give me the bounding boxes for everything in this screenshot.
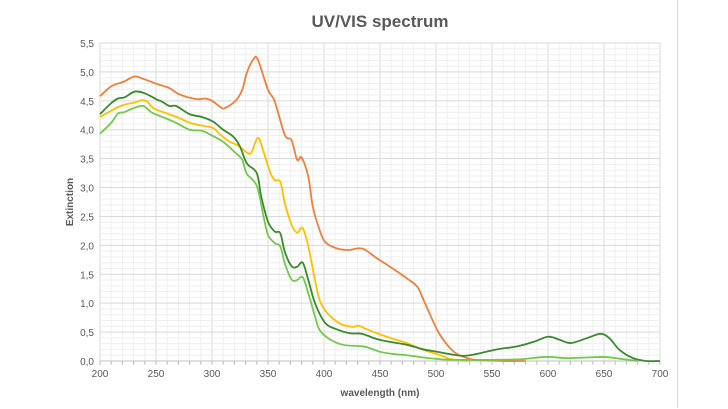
x-tick-label: 550 (484, 369, 501, 380)
series-line-2 (99, 99, 470, 362)
x-tick-label: 300 (204, 369, 221, 380)
x-tick-label: 650 (596, 369, 613, 380)
y-tick-label: 4,5 (80, 97, 94, 108)
y-tick-label: 2,0 (80, 241, 94, 252)
x-tick-label: 600 (540, 369, 557, 380)
y-tick-label: 0,0 (80, 357, 94, 368)
y-tick-label: 5,5 (80, 39, 94, 50)
x-tick-label: 700 (652, 369, 669, 380)
series-line-1 (99, 55, 526, 362)
gridlines (99, 42, 661, 365)
y-tick-label: 1,0 (80, 299, 94, 310)
series-group (99, 55, 661, 363)
y-tick-label: 1,5 (80, 270, 94, 281)
x-tick-label: 450 (372, 369, 389, 380)
x-tick-label: 200 (92, 369, 109, 380)
series-line-3 (99, 90, 661, 363)
series-line-4 (99, 104, 638, 362)
y-axis-label: Extinction (65, 178, 76, 226)
y-tick-label: 3,0 (80, 184, 94, 195)
x-tick-label: 400 (316, 369, 333, 380)
x-tick-label: 250 (148, 369, 165, 380)
x-tick-label: 500 (428, 369, 445, 380)
x-axis-ticks: 200 250 300 350 400 450 500 550 600 650 700 (92, 369, 669, 380)
y-tick-label: 0,5 (80, 328, 94, 339)
y-tick-label: 4,0 (80, 126, 94, 137)
y-axis-ticks: 0,0 0,5 1,0 1,5 2,0 2,5 3,0 3,5 4,0 4,5 5,0 5,5 (80, 39, 94, 368)
y-tick-label: 3,5 (80, 155, 94, 166)
y-tick-label: 2,5 (80, 212, 94, 223)
chart-title: UV/VIS spectrum (312, 12, 449, 31)
x-tick-label: 350 (260, 369, 277, 380)
chart-area-border (50, 0, 678, 408)
y-tick-label: 5,0 (80, 68, 94, 79)
x-axis-label: wavelength (nm) (340, 388, 420, 399)
